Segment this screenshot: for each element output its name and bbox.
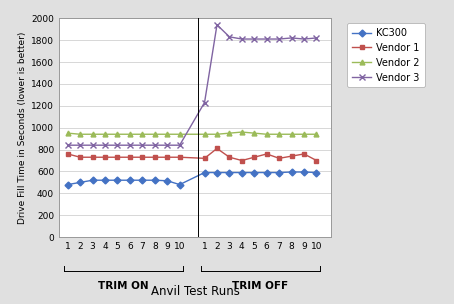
Vendor 1 bbox=[239, 159, 245, 162]
Vendor 1 bbox=[314, 159, 319, 162]
Vendor 2 bbox=[177, 133, 183, 136]
Vendor 1 bbox=[164, 155, 170, 159]
KC300 bbox=[65, 183, 70, 186]
Vendor 3 bbox=[314, 36, 319, 40]
Vendor 2 bbox=[65, 131, 70, 135]
Vendor 1 bbox=[227, 155, 232, 159]
Vendor 3 bbox=[152, 143, 158, 147]
Vendor 2 bbox=[152, 133, 158, 136]
KC300 bbox=[177, 183, 183, 186]
KC300 bbox=[202, 171, 207, 174]
Line: Vendor 3: Vendor 3 bbox=[65, 22, 319, 148]
Vendor 2 bbox=[227, 131, 232, 135]
KC300 bbox=[90, 178, 95, 182]
Vendor 2 bbox=[264, 133, 270, 136]
Vendor 2 bbox=[289, 133, 294, 136]
Y-axis label: Drive Fill Time in Seconds (lower is better): Drive Fill Time in Seconds (lower is bet… bbox=[18, 32, 27, 224]
Vendor 3 bbox=[115, 143, 120, 147]
Vendor 1 bbox=[264, 152, 270, 156]
Vendor 1 bbox=[90, 155, 95, 159]
Vendor 2 bbox=[202, 133, 207, 136]
Vendor 2 bbox=[239, 130, 245, 134]
KC300 bbox=[115, 178, 120, 182]
Vendor 1 bbox=[252, 155, 257, 159]
Line: Vendor 2: Vendor 2 bbox=[65, 130, 319, 137]
KC300 bbox=[140, 178, 145, 182]
KC300 bbox=[264, 171, 270, 174]
Vendor 3 bbox=[301, 37, 307, 41]
Text: TRIM OFF: TRIM OFF bbox=[232, 281, 289, 291]
Vendor 3 bbox=[239, 37, 245, 41]
KC300 bbox=[102, 178, 108, 182]
Vendor 3 bbox=[276, 37, 282, 41]
Vendor 3 bbox=[202, 101, 207, 104]
Vendor 2 bbox=[127, 133, 133, 136]
Vendor 3 bbox=[102, 143, 108, 147]
Vendor 2 bbox=[140, 133, 145, 136]
KC300 bbox=[227, 171, 232, 174]
KC300 bbox=[164, 179, 170, 183]
Vendor 2 bbox=[164, 133, 170, 136]
KC300 bbox=[152, 178, 158, 182]
Vendor 3 bbox=[252, 37, 257, 41]
Vendor 3 bbox=[90, 143, 95, 147]
Vendor 3 bbox=[127, 143, 133, 147]
Vendor 3 bbox=[164, 143, 170, 147]
KC300 bbox=[301, 170, 307, 174]
KC300 bbox=[252, 171, 257, 174]
Text: TRIM ON: TRIM ON bbox=[99, 281, 149, 291]
Vendor 1 bbox=[202, 157, 207, 160]
Vendor 2 bbox=[276, 133, 282, 136]
Legend: KC300, Vendor 1, Vendor 2, Vendor 3: KC300, Vendor 1, Vendor 2, Vendor 3 bbox=[347, 23, 424, 88]
Vendor 3 bbox=[140, 143, 145, 147]
Vendor 2 bbox=[252, 131, 257, 135]
KC300 bbox=[314, 171, 319, 174]
Vendor 2 bbox=[314, 133, 319, 136]
Vendor 1 bbox=[276, 157, 282, 160]
KC300 bbox=[239, 171, 245, 174]
Vendor 3 bbox=[65, 143, 70, 147]
Vendor 2 bbox=[115, 133, 120, 136]
Vendor 2 bbox=[102, 133, 108, 136]
Vendor 1 bbox=[115, 155, 120, 159]
Vendor 3 bbox=[214, 23, 220, 27]
KC300 bbox=[289, 170, 294, 174]
Vendor 3 bbox=[78, 143, 83, 147]
Vendor 1 bbox=[289, 154, 294, 158]
Vendor 1 bbox=[65, 152, 70, 156]
Line: KC300: KC300 bbox=[65, 170, 319, 187]
Vendor 3 bbox=[177, 143, 183, 147]
Vendor 1 bbox=[214, 147, 220, 150]
Vendor 1 bbox=[177, 155, 183, 159]
Vendor 2 bbox=[301, 133, 307, 136]
KC300 bbox=[127, 178, 133, 182]
Vendor 1 bbox=[140, 155, 145, 159]
Vendor 3 bbox=[289, 36, 294, 40]
Line: Vendor 1: Vendor 1 bbox=[65, 146, 319, 163]
Vendor 1 bbox=[78, 155, 83, 159]
Vendor 1 bbox=[102, 155, 108, 159]
Vendor 3 bbox=[227, 35, 232, 39]
KC300 bbox=[214, 171, 220, 174]
KC300 bbox=[78, 181, 83, 184]
Vendor 2 bbox=[90, 133, 95, 136]
Vendor 1 bbox=[127, 155, 133, 159]
Vendor 3 bbox=[264, 37, 270, 41]
Text: Anvil Test Runs: Anvil Test Runs bbox=[151, 285, 240, 298]
Vendor 2 bbox=[78, 133, 83, 136]
Vendor 1 bbox=[301, 152, 307, 156]
Vendor 1 bbox=[152, 155, 158, 159]
KC300 bbox=[276, 171, 282, 174]
Vendor 2 bbox=[214, 133, 220, 136]
